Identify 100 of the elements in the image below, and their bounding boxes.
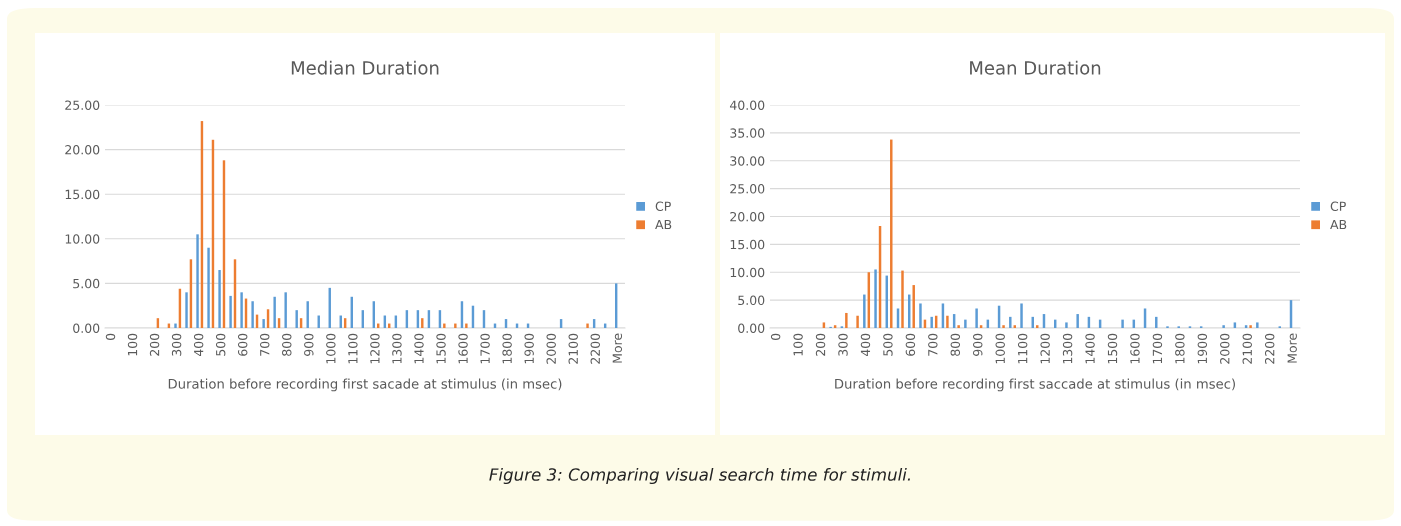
bar: [1249, 325, 1252, 328]
x-tick-label: 1100: [348, 333, 358, 364]
x-tick-label: 600: [905, 333, 916, 356]
x-tick-label: 1500: [436, 333, 446, 364]
x-tick-label: 800: [950, 333, 961, 356]
x-tick-label: 1600: [458, 333, 468, 364]
bar: [273, 296, 276, 328]
y-tick-label: 25.00: [65, 100, 100, 110]
bar: [443, 323, 446, 328]
y-tick-label: 25.00: [730, 184, 765, 194]
y-tick-label: 15.00: [730, 239, 765, 250]
bar: [586, 323, 589, 328]
x-tick-label: 300: [838, 333, 848, 356]
legend-label: CP: [655, 201, 671, 211]
bar: [306, 301, 309, 328]
x-tick-label: 200: [815, 333, 826, 356]
x-tick-label: 300: [171, 333, 182, 356]
x-tick-label: 2200: [1264, 333, 1275, 364]
x-tick-label: 1700: [1152, 333, 1163, 364]
bar: [901, 270, 904, 328]
x-tick-label: More: [1287, 333, 1297, 363]
x-tick-label: 500: [883, 333, 893, 356]
bar: [1155, 316, 1158, 328]
x-tick-label: 1800: [502, 333, 512, 364]
bar: [262, 319, 265, 328]
bar: [174, 323, 177, 328]
y-tick-label: 0.00: [73, 323, 100, 333]
bar: [863, 294, 866, 328]
x-tick-label: 1700: [480, 333, 490, 364]
bar: [946, 315, 949, 328]
bar: [465, 323, 468, 328]
x-tick-label: 500: [215, 333, 226, 356]
x-tick-label: 1400: [1085, 333, 1095, 364]
bar: [964, 319, 967, 328]
x-tick-label: 1200: [1040, 333, 1050, 364]
y-tick-label: 10.00: [65, 234, 100, 244]
bar: [229, 295, 232, 328]
x-tick-label: 100: [127, 333, 138, 356]
x-axis-title: Duration before recording first saccade at stimulus (in msec): [835, 378, 1235, 392]
x-tick-label: 800: [282, 333, 292, 356]
x-tick-label: 400: [860, 333, 871, 357]
x-tick-label: 2000: [1220, 333, 1230, 364]
bar: [251, 301, 254, 328]
x-tick-label: 100: [793, 333, 803, 356]
y-tick-label: 5.00: [73, 278, 100, 289]
bar: [1256, 322, 1259, 328]
x-tick-label: More: [612, 333, 623, 363]
x-tick-label: 1000: [326, 333, 336, 364]
x-tick-label: 1500: [1107, 333, 1118, 364]
x-tick-label: 700: [260, 333, 270, 356]
x-tick-label: 2100: [568, 333, 578, 364]
x-tick-label: 1300: [392, 333, 402, 364]
y-tick-label: 5.00: [738, 295, 765, 306]
x-tick-label: 1000: [995, 333, 1005, 364]
bar: [975, 308, 978, 328]
bar: [919, 303, 922, 328]
bar: [207, 247, 210, 328]
chart-title: Mean Duration: [970, 60, 1101, 75]
bar: [421, 318, 424, 328]
legend-label: CP: [1330, 201, 1346, 211]
y-tick-label: 0.00: [738, 323, 765, 333]
x-tick-label: 1100: [1017, 333, 1028, 364]
bar: [856, 315, 859, 328]
bar: [930, 316, 933, 328]
x-axis-title: Duration before recording first sacade at stimulus (in msec): [168, 378, 562, 392]
bar: [1065, 322, 1068, 328]
x-tick-label: 600: [237, 333, 248, 356]
x-tick-label: 1900: [1197, 333, 1208, 364]
bar: [185, 292, 188, 328]
x-tick-label: 2000: [546, 333, 556, 364]
y-tick-label: 15.00: [65, 189, 100, 200]
x-tick-label: 900: [304, 333, 314, 356]
caption: Figure 3: Comparing visual search time for stimuli.: [489, 467, 910, 485]
x-tick-label: 2100: [1242, 333, 1252, 364]
bar: [295, 310, 298, 328]
bar: [454, 323, 457, 328]
bar: [874, 269, 877, 328]
bar: [1009, 316, 1012, 328]
x-tick-label: 400: [193, 333, 204, 357]
x-tick-label: 700: [928, 333, 938, 356]
y-tick-label: 40.00: [729, 100, 765, 110]
bar: [218, 270, 221, 328]
chart-title: Median Duration: [291, 60, 439, 75]
bar: [957, 325, 960, 328]
x-tick-label: 1600: [1130, 333, 1140, 364]
y-tick-label: 10.00: [730, 267, 765, 278]
bar: [1020, 303, 1023, 328]
bar: [1002, 325, 1005, 328]
bar: [1222, 325, 1225, 328]
x-tick-label: 1300: [1062, 333, 1073, 364]
x-tick-label: 200: [149, 333, 160, 356]
legend-label: AB: [1330, 220, 1347, 230]
legend-label: AB: [655, 220, 672, 230]
x-tick-label: 0: [105, 333, 116, 340]
x-tick-label: 1400: [414, 333, 424, 364]
y-tick-label: 35.00: [730, 128, 765, 138]
bar: [1121, 319, 1124, 328]
bar: [284, 292, 287, 328]
bar: [196, 234, 199, 328]
x-tick-label: 900: [973, 333, 983, 356]
